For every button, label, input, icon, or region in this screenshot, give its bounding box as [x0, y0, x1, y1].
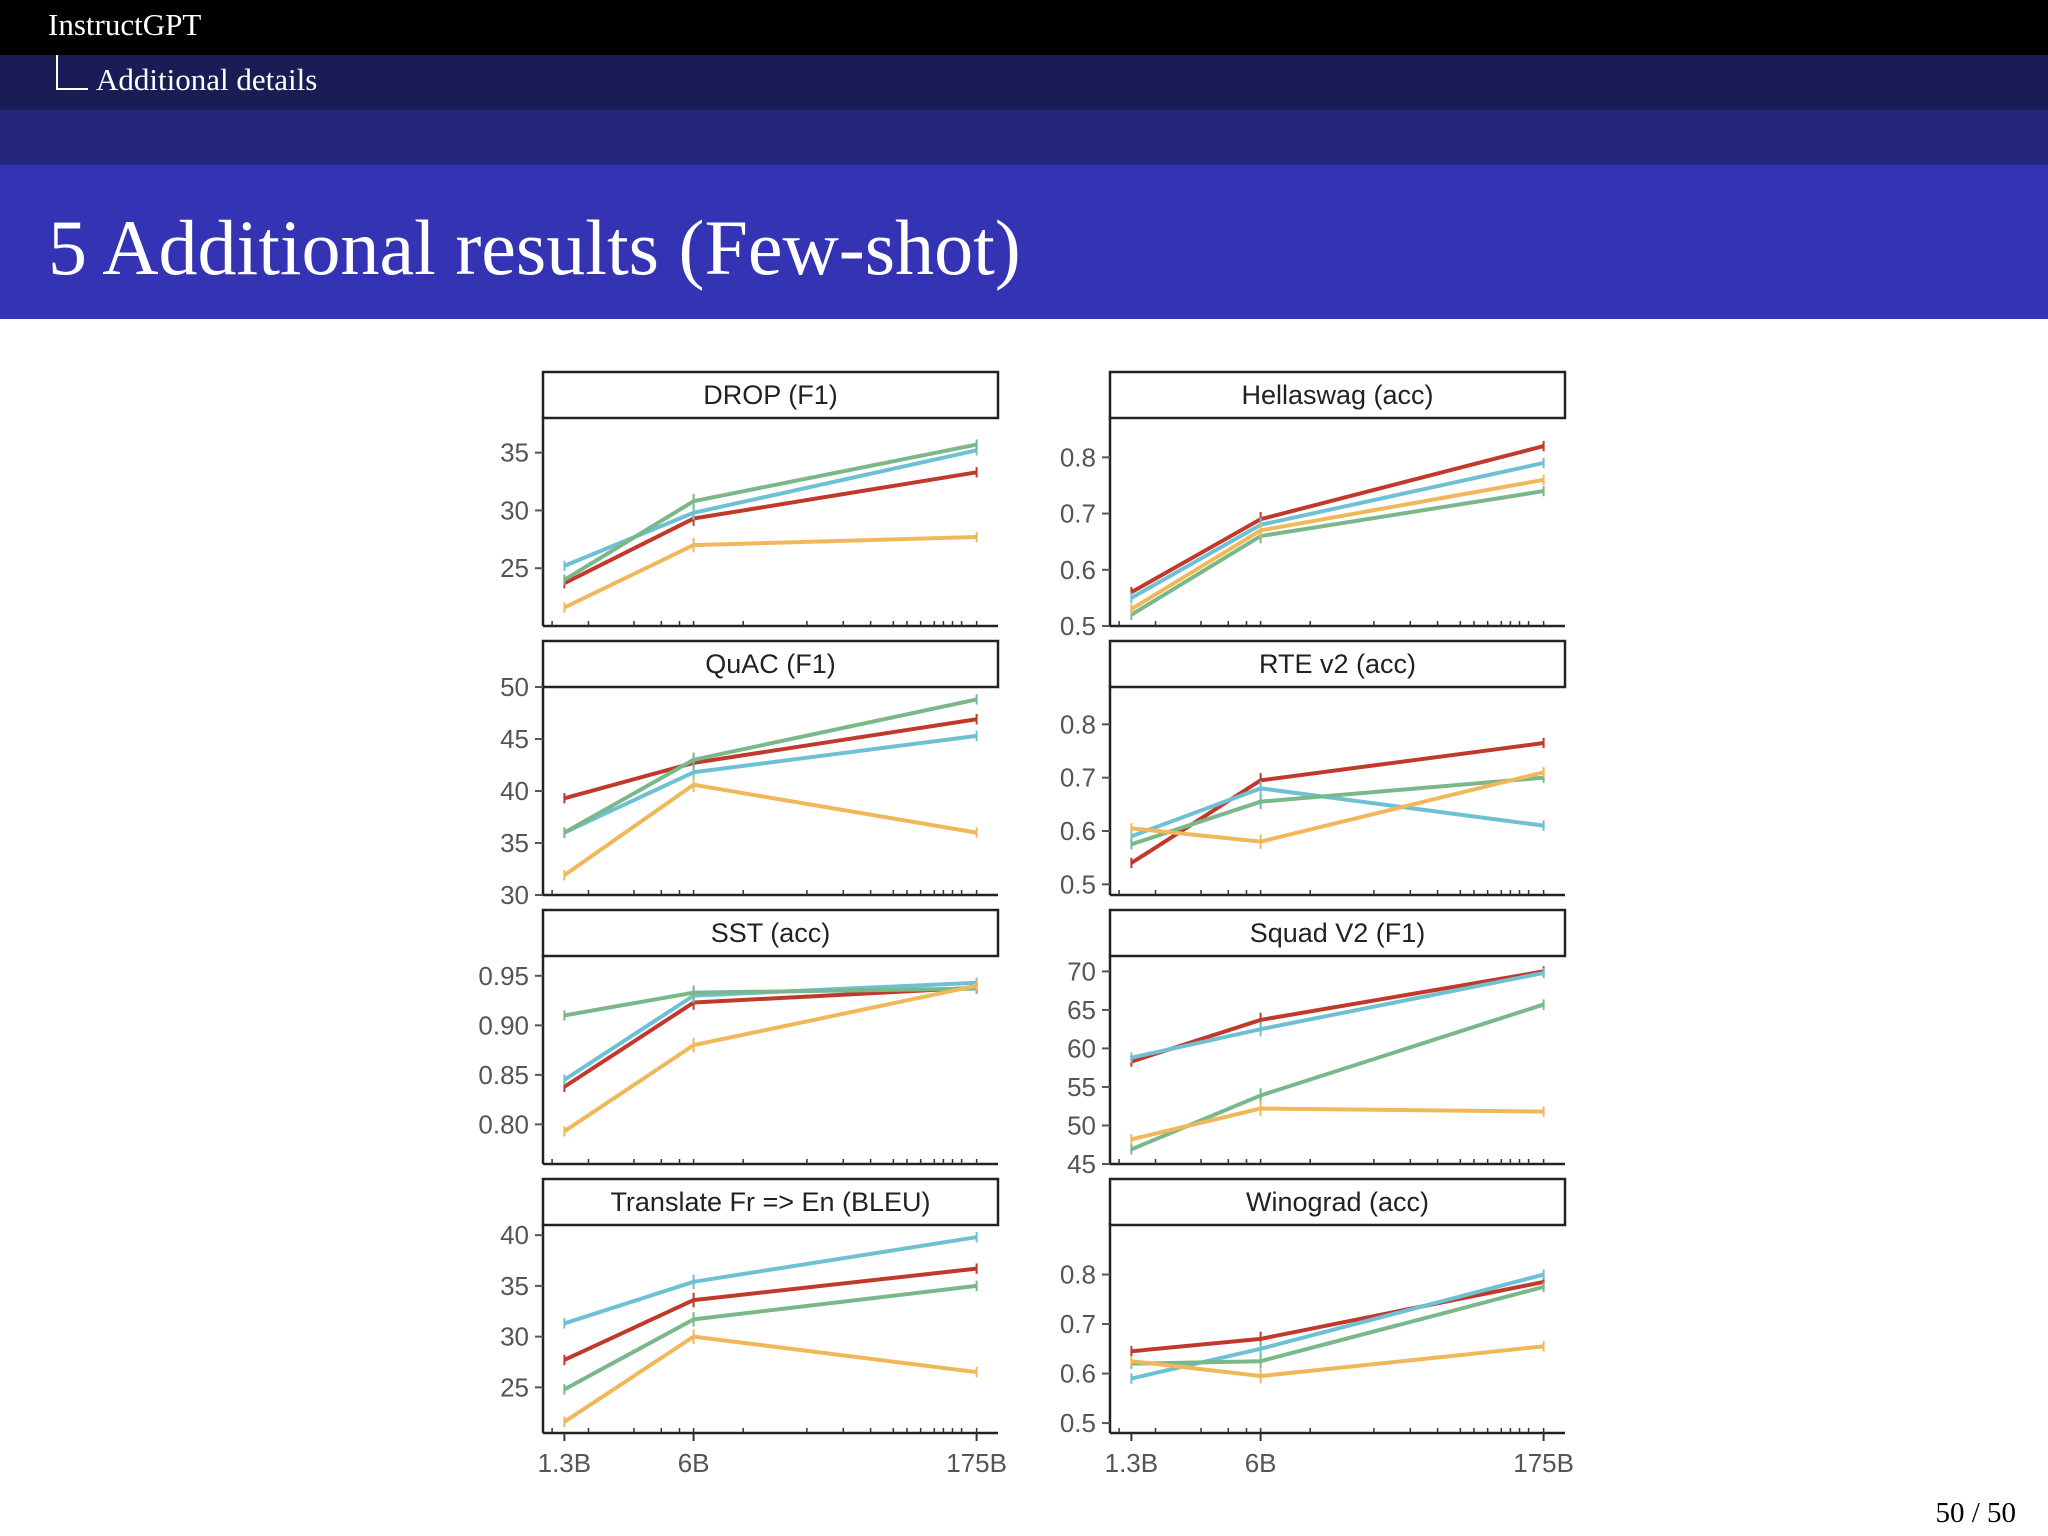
y-tick-label: 30	[500, 495, 529, 525]
chart-panel: DROP (F1) 25 30 35	[500, 370, 1000, 628]
page-number: 50 / 50	[1935, 1497, 2016, 1529]
y-tick-label: 50	[1067, 1110, 1096, 1140]
y-tick-label: 0.85	[478, 1060, 529, 1090]
series-line-red	[1130, 741, 1544, 865]
y-tick-label: 45	[1067, 1149, 1096, 1179]
y-tick-label: 0.5	[1060, 611, 1096, 641]
chart-title-box	[541, 1177, 1000, 1227]
nav-empty-band	[0, 110, 2048, 165]
x-tick-label: 1.3B	[538, 1448, 592, 1478]
chart-title-box	[1108, 908, 1567, 958]
y-tick-label: 35	[500, 828, 529, 858]
x-tick-label: 175B	[1513, 1448, 1574, 1478]
y-tick-label: 70	[1067, 956, 1096, 986]
y-tick-label: 60	[1067, 1033, 1096, 1063]
chart-title-box	[541, 370, 1000, 420]
x-tick-label: 6B	[1245, 1448, 1277, 1478]
y-tick-label: 25	[500, 1372, 529, 1402]
chart-panel: Translate Fr => En (BLEU) 25 30 35 40 1.3B 6B 1…	[500, 1177, 1007, 1478]
chart-title: QuAC (F1)	[705, 649, 836, 679]
series-line-orange	[1130, 1106, 1544, 1142]
chart-panel: Squad V2 (F1) 45 50 55 60 65 70	[1067, 908, 1567, 1179]
y-tick-label: 40	[500, 776, 529, 806]
chart-title: SST (acc)	[711, 918, 831, 948]
chart-title: RTE v2 (acc)	[1259, 649, 1416, 679]
chart-title-box	[1108, 370, 1567, 420]
chart-title-box	[1108, 639, 1567, 689]
series-line-blue	[563, 448, 978, 568]
x-tick-label: 1.3B	[1105, 1448, 1159, 1478]
chart-title-box	[541, 908, 1000, 958]
series-line-green	[563, 1283, 977, 1392]
y-tick-label: 0.5	[1060, 869, 1096, 899]
y-tick-label: 0.7	[1060, 763, 1096, 793]
y-tick-label: 0.5	[1060, 1408, 1096, 1438]
nav-subsection-bar: Additional details	[0, 55, 2048, 110]
x-tick-label: 6B	[678, 1448, 710, 1478]
series-line-orange	[563, 535, 977, 610]
y-tick-label: 0.90	[478, 1010, 529, 1040]
y-tick-label: 0.8	[1060, 709, 1096, 739]
nav-subsection[interactable]: Additional details	[96, 62, 318, 97]
chart-title: Winograd (acc)	[1246, 1187, 1429, 1217]
y-tick-label: 0.6	[1060, 1359, 1096, 1389]
chart-title: DROP (F1)	[703, 380, 838, 410]
series-line-orange	[563, 983, 978, 1133]
y-tick-label: 30	[500, 880, 529, 910]
y-tick-label: 0.8	[1060, 442, 1096, 472]
chart-panel: SST (acc) 0.80 0.85 0.90 0.95	[478, 908, 1000, 1166]
series-line-red	[563, 717, 977, 801]
tree-branch-icon	[56, 55, 88, 90]
frame-title: 5 Additional results (Few-shot)	[48, 204, 1021, 291]
y-tick-label: 0.7	[1060, 1309, 1096, 1339]
y-tick-label: 35	[500, 1271, 529, 1301]
chart-title: Squad V2 (F1)	[1250, 918, 1426, 948]
chart-panel: Hellaswag (acc) 0.5 0.6 0.7 0.8	[1060, 370, 1567, 641]
x-tick-label: 175B	[946, 1448, 1007, 1478]
chart-title-box	[541, 639, 1000, 689]
chart-title: Translate Fr => En (BLEU)	[610, 1187, 930, 1217]
y-tick-label: 45	[500, 724, 529, 754]
y-tick-label: 0.7	[1060, 499, 1096, 529]
y-tick-label: 65	[1067, 995, 1096, 1025]
series-line-green	[563, 697, 978, 835]
chart-panel: RTE v2 (acc) 0.5 0.6 0.7 0.8	[1060, 639, 1567, 899]
chart-panel: Winograd (acc) 0.5 0.6 0.7 0.8 1.3B 6B 175B	[1060, 1177, 1574, 1478]
chart-panel: QuAC (F1) 30 35 40 45 50	[500, 639, 1000, 910]
y-tick-label: 35	[500, 438, 529, 468]
chart-title-box	[1108, 1177, 1567, 1227]
y-tick-label: 0.6	[1060, 816, 1096, 846]
y-tick-label: 40	[500, 1220, 529, 1250]
series-line-blue	[1130, 970, 1545, 1060]
y-tick-label: 0.8	[1060, 1260, 1096, 1290]
nav-title[interactable]: InstructGPT	[48, 7, 202, 42]
y-tick-label: 0.80	[478, 1109, 529, 1139]
y-tick-label: 0.6	[1060, 555, 1096, 585]
series-line-red	[563, 470, 977, 586]
frame-title-bar: 5 Additional results (Few-shot)	[0, 165, 2048, 319]
series-line-orange	[563, 1334, 977, 1424]
y-tick-label: 25	[500, 553, 529, 583]
nav-top-bar: InstructGPT	[0, 0, 2048, 55]
y-tick-label: 30	[500, 1322, 529, 1352]
y-tick-label: 0.95	[478, 961, 529, 991]
chart-title: Hellaswag (acc)	[1241, 380, 1433, 410]
y-tick-label: 50	[500, 672, 529, 702]
series-line-green	[1130, 1002, 1545, 1152]
y-tick-label: 55	[1067, 1072, 1096, 1102]
